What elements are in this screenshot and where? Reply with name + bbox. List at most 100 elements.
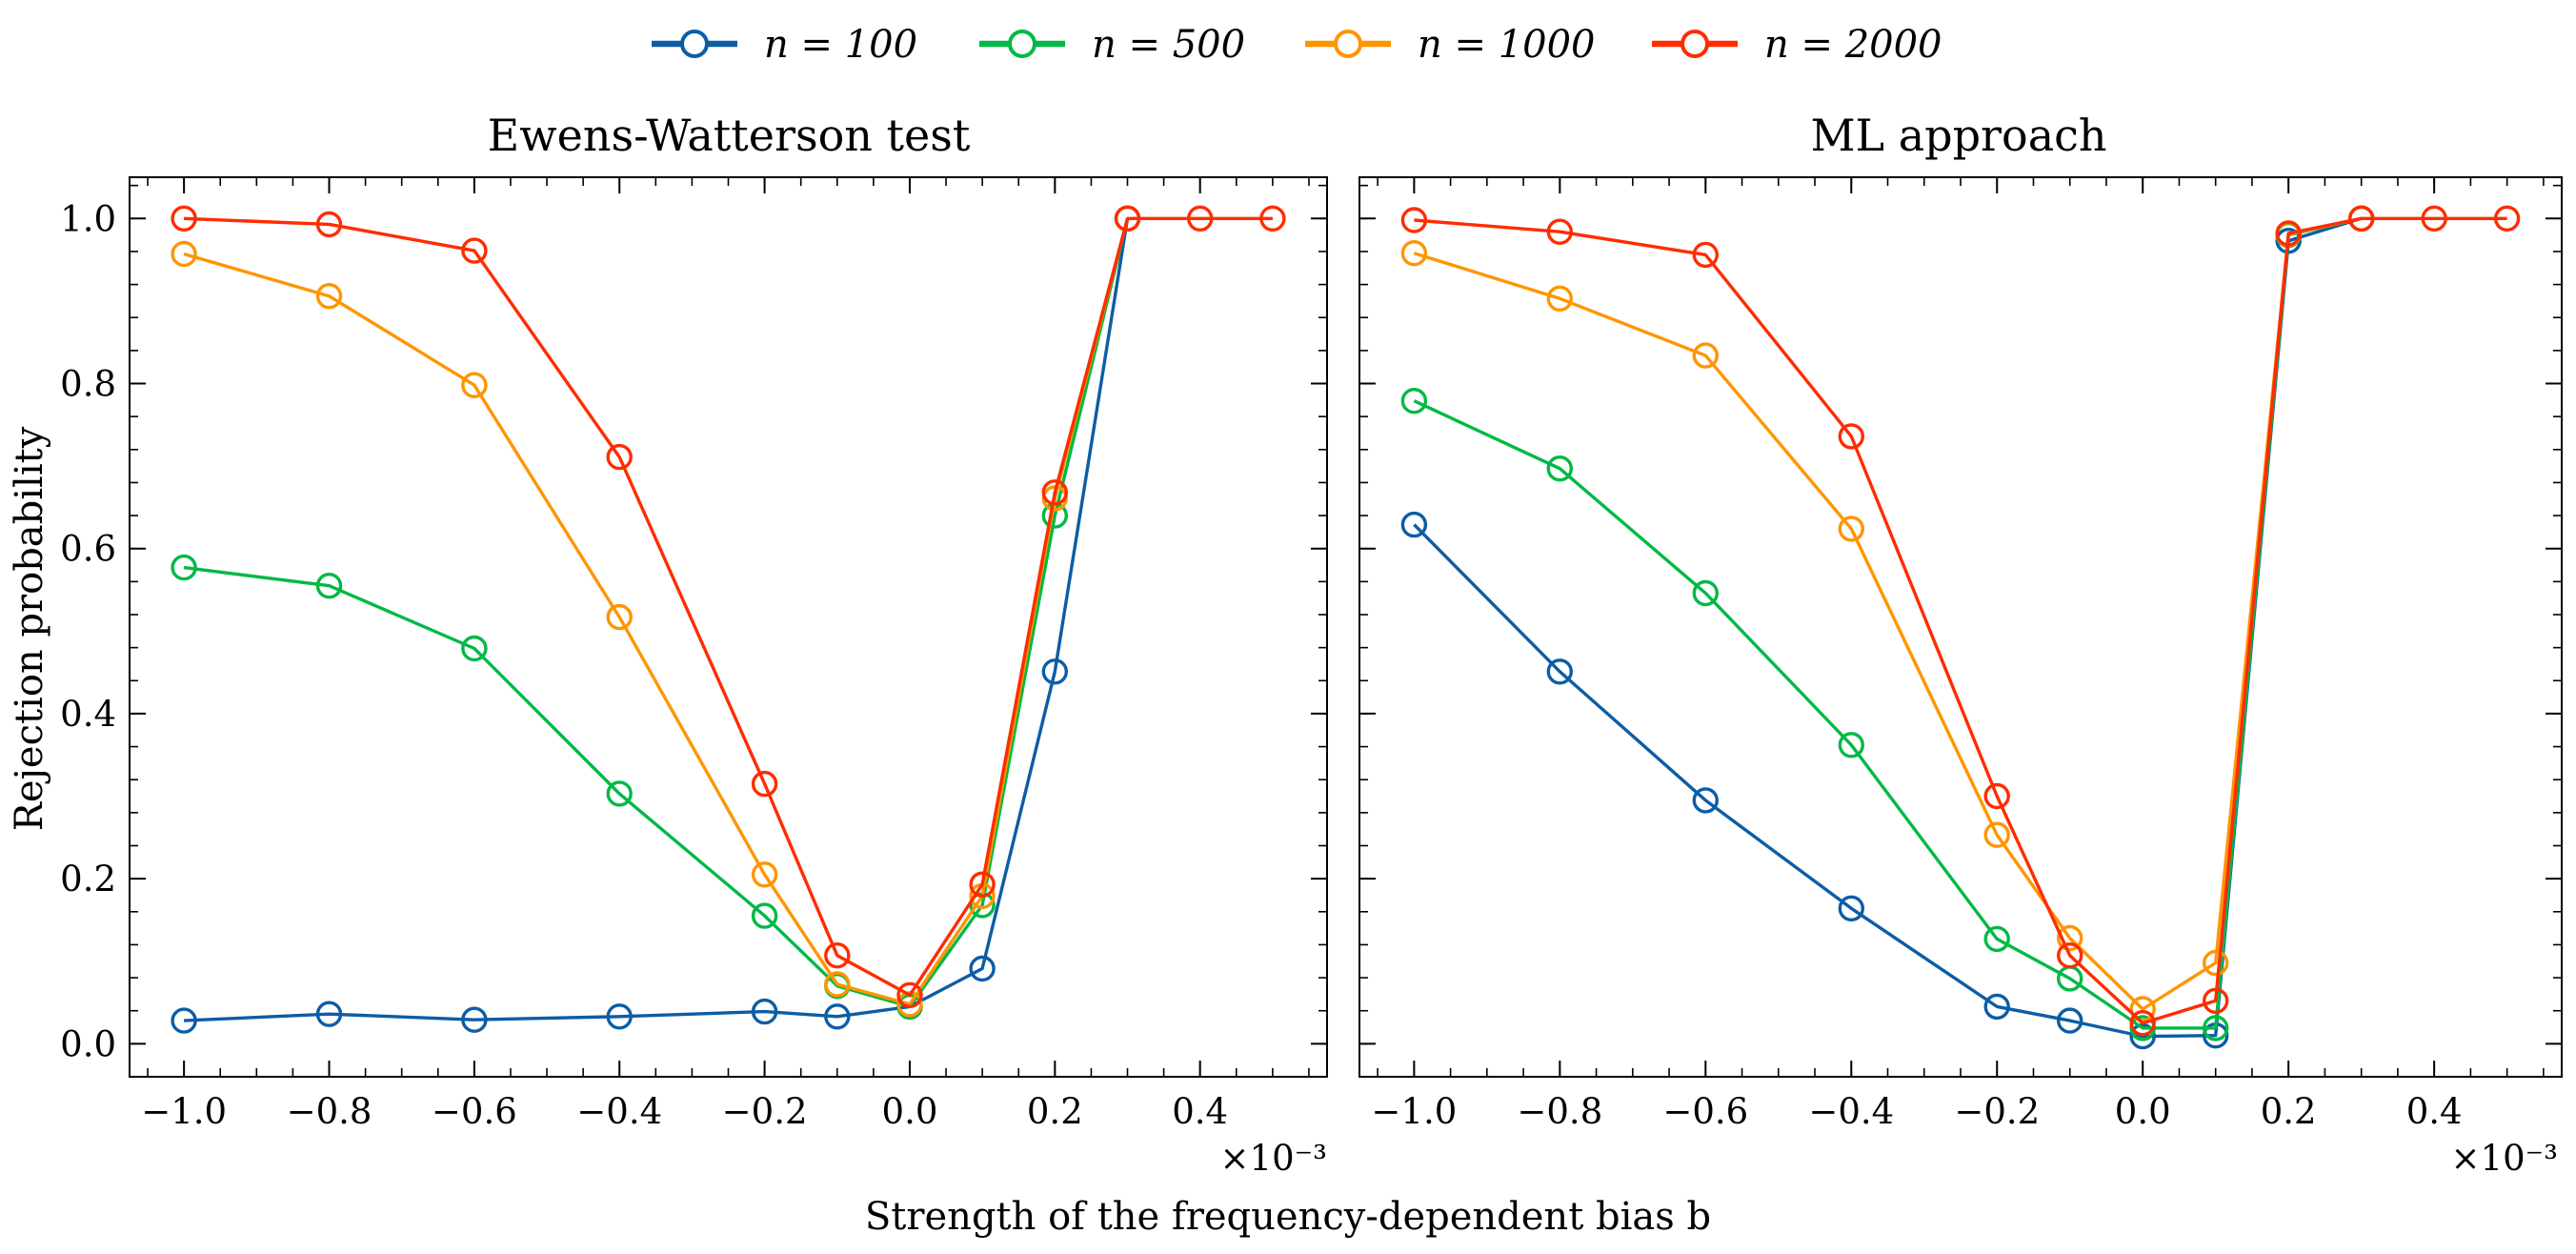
data-point-n2000 bbox=[171, 205, 197, 233]
data-point-n100 bbox=[1983, 993, 2010, 1021]
data-point-n2000 bbox=[1546, 218, 1574, 245]
data-point-n100 bbox=[171, 1007, 197, 1034]
x-tick-label: 0.0 bbox=[2115, 1091, 2171, 1132]
panel-title-ewens-watterson: Ewens-Watterson test bbox=[488, 110, 971, 161]
data-point-n1000 bbox=[1692, 342, 1720, 369]
data-point-n2000 bbox=[2275, 220, 2302, 247]
data-point-n1000 bbox=[751, 861, 778, 888]
legend-entry-n100: n = 100 bbox=[652, 23, 917, 67]
data-point-n500 bbox=[1692, 579, 1720, 607]
data-point-n2000 bbox=[751, 770, 778, 798]
data-point-n2000 bbox=[315, 211, 343, 238]
x-tick-label: −0.4 bbox=[1808, 1091, 1894, 1132]
x-multiplier-right: ×10⁻³ bbox=[2451, 1138, 2558, 1179]
data-point-n100 bbox=[824, 1003, 851, 1030]
data-point-n100 bbox=[1692, 787, 1720, 814]
x-tick-label: −0.6 bbox=[1662, 1091, 1748, 1132]
data-point-n500 bbox=[751, 902, 778, 929]
data-point-n100 bbox=[2129, 1022, 2156, 1050]
panel-left: Ewens-Watterson test −1.0 −0.8 −0.6 −0.4 −0.… bbox=[60, 110, 1328, 1179]
y-tick-label: 0.8 bbox=[60, 364, 116, 405]
panel-right: ML approach −1.0 −0.8 −0.6 −0.4 −0.2 0.0 0.2 0.… bbox=[1358, 110, 2563, 1179]
data-point-n500 bbox=[606, 780, 633, 807]
data-point-n100 bbox=[1400, 511, 1428, 538]
plot-frame-right bbox=[1358, 176, 2563, 1078]
panel-title-ml-approach: ML approach bbox=[1810, 110, 2106, 161]
legend-label: n = 100 bbox=[764, 23, 917, 67]
x-tick-label: −0.8 bbox=[1517, 1091, 1602, 1132]
data-point-n500 bbox=[171, 554, 197, 581]
data-point-n2000 bbox=[1838, 423, 1865, 450]
x-tick-label: 0.0 bbox=[882, 1091, 938, 1132]
data-point-n1000 bbox=[171, 240, 197, 268]
data-point-n500 bbox=[461, 635, 488, 662]
x-tick-label: −0.2 bbox=[722, 1091, 808, 1132]
data-point-n100 bbox=[461, 1006, 488, 1033]
series-line-n1000 bbox=[1413, 216, 2363, 1011]
data-point-n2000 bbox=[969, 871, 996, 898]
data-point-n1000 bbox=[461, 372, 488, 398]
x-tick-label: −1.0 bbox=[1371, 1091, 1457, 1132]
legend-entry-n500: n = 500 bbox=[979, 23, 1245, 67]
data-point-n2000 bbox=[2202, 987, 2229, 1015]
data-point-n2000 bbox=[1259, 205, 1286, 233]
x-tick-label: 0.2 bbox=[2261, 1091, 2317, 1132]
data-point-n2000 bbox=[824, 942, 851, 969]
y-tick-label: 0.0 bbox=[60, 1023, 116, 1064]
data-point-n2000 bbox=[1400, 207, 1428, 233]
data-point-n2000 bbox=[1114, 205, 1141, 233]
data-point-n100 bbox=[2056, 1007, 2083, 1034]
data-point-n100 bbox=[1041, 658, 1069, 685]
data-point-n2000 bbox=[896, 981, 923, 1009]
legend-marker bbox=[1008, 30, 1036, 58]
x-multiplier-left: ×10⁻³ bbox=[1220, 1138, 1327, 1179]
data-point-n500 bbox=[315, 573, 343, 599]
data-point-n2000 bbox=[1983, 782, 2010, 810]
y-tick-label: 1.0 bbox=[60, 198, 116, 239]
legend-marker bbox=[680, 30, 709, 58]
data-point-n1000 bbox=[1983, 821, 2010, 848]
data-point-n1000 bbox=[2056, 924, 2083, 952]
x-axis-label: Strength of the frequency-dependent bias… bbox=[865, 1195, 1711, 1239]
x-tick-label: −1.0 bbox=[141, 1091, 227, 1132]
data-point-n100 bbox=[606, 1003, 633, 1030]
y-tick-label: 0.6 bbox=[60, 529, 116, 570]
series-n2000-right bbox=[1400, 205, 2521, 1037]
data-point-n500 bbox=[1400, 388, 1428, 415]
legend-marker bbox=[1334, 30, 1362, 58]
data-point-n100 bbox=[315, 1001, 343, 1027]
data-point-n1000 bbox=[1838, 516, 1865, 542]
data-point-n500 bbox=[2202, 1015, 2229, 1042]
x-tick-label: 0.4 bbox=[1172, 1091, 1228, 1132]
data-point-n2000 bbox=[461, 237, 488, 264]
data-point-n2000 bbox=[2421, 205, 2447, 233]
data-point-n2000 bbox=[1186, 205, 1214, 233]
series-n500-right bbox=[1400, 205, 2375, 1042]
data-point-n100 bbox=[969, 955, 996, 982]
data-point-n2000 bbox=[1692, 241, 1720, 269]
data-point-n2000 bbox=[2493, 205, 2521, 233]
legend-entry-n1000: n = 1000 bbox=[1305, 23, 1596, 67]
data-point-n1000 bbox=[1400, 240, 1428, 267]
x-tick-label: 0.4 bbox=[2406, 1091, 2463, 1132]
data-point-n1000 bbox=[315, 283, 343, 310]
x-tick-label: 0.2 bbox=[1027, 1091, 1083, 1132]
data-point-n1000 bbox=[2202, 949, 2229, 977]
data-point-n1000 bbox=[1546, 285, 1574, 312]
legend-marker bbox=[1680, 30, 1709, 58]
data-point-n2000 bbox=[2347, 205, 2375, 233]
series-n100-right bbox=[1400, 205, 2375, 1050]
data-point-n2000 bbox=[2056, 942, 2083, 969]
y-tick-label: 0.2 bbox=[60, 859, 116, 900]
series-line-n500 bbox=[1413, 216, 2363, 1030]
legend: n = 100 n = 500 n = 1000 n = 2000 bbox=[652, 23, 1942, 67]
series-line-n2000 bbox=[1414, 216, 2507, 1025]
data-point-n100 bbox=[1546, 658, 1574, 685]
legend-entry-n2000: n = 2000 bbox=[1652, 23, 1942, 67]
series-n2000-left bbox=[171, 205, 1286, 1009]
data-point-n500 bbox=[1838, 732, 1865, 758]
data-point-n2000 bbox=[2129, 1009, 2156, 1037]
legend-label: n = 1000 bbox=[1418, 23, 1596, 67]
y-tick-label: 0.4 bbox=[60, 694, 116, 735]
